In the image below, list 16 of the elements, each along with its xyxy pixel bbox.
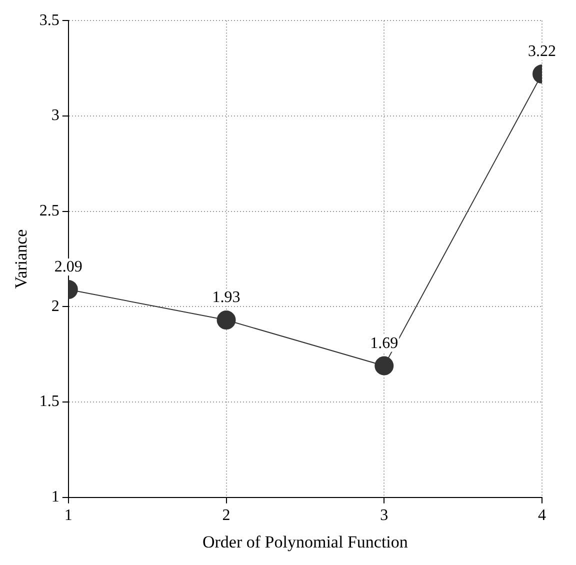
y-axis-title: Variance: [12, 229, 31, 289]
y-tick-label: 2: [51, 298, 60, 315]
x-axis-title: Order of Polynomial Function: [202, 532, 408, 552]
x-tick-label: 2: [222, 507, 230, 524]
y-tick-label: 1: [51, 488, 60, 506]
x-tick-label: 4: [538, 507, 546, 524]
y-tick-label: 3.5: [39, 12, 60, 29]
y-tick-label: 3: [51, 107, 60, 124]
data-label: 2.09: [54, 258, 82, 276]
y-tick-label: 1.5: [39, 393, 60, 410]
x-tick-label: 1: [64, 507, 72, 524]
data-label: 1.93: [212, 289, 240, 306]
y-tick-label: 2.5: [39, 202, 60, 220]
x-tick-label: 3: [380, 507, 388, 524]
data-label: 3.22: [528, 43, 556, 60]
data-label: 1.69: [370, 335, 398, 352]
